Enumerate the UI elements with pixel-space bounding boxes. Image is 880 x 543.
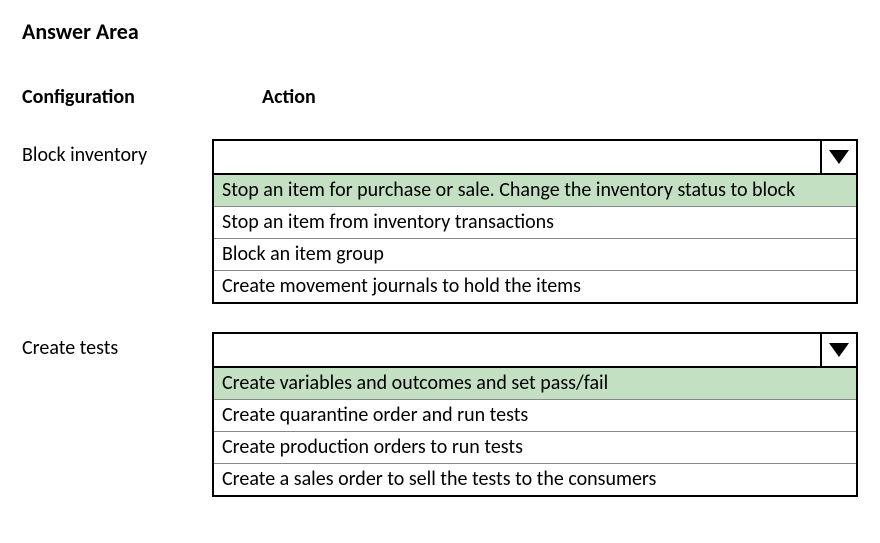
options-list-create-tests: Create variables and outcomes and set pa… — [212, 368, 858, 497]
dropdown-arrow-button[interactable] — [820, 141, 856, 173]
header-action: Action — [237, 85, 858, 109]
chevron-down-icon — [828, 342, 850, 358]
option-item[interactable]: Create production orders to run tests — [214, 431, 856, 463]
option-item[interactable]: Block an item group — [214, 238, 856, 270]
config-label-block-inventory: Block inventory — [22, 139, 212, 167]
select-value — [214, 334, 820, 366]
column-headers: Configuration Action — [22, 85, 858, 109]
option-item[interactable]: Stop an item from inventory transactions — [214, 206, 856, 238]
option-item[interactable]: Stop an item for purchase or sale. Chang… — [214, 175, 856, 206]
option-item[interactable]: Create movement journals to hold the ite… — [214, 270, 856, 302]
chevron-down-icon — [828, 149, 850, 165]
options-list-block-inventory: Stop an item for purchase or sale. Chang… — [212, 175, 858, 304]
row-block-inventory: Block inventory Stop an item for purchas… — [22, 139, 858, 304]
action-select-block-inventory[interactable] — [212, 139, 858, 175]
header-configuration: Configuration — [22, 85, 237, 109]
action-select-create-tests[interactable] — [212, 332, 858, 368]
select-value — [214, 141, 820, 173]
option-item[interactable]: Create quarantine order and run tests — [214, 399, 856, 431]
dropdown-arrow-button[interactable] — [820, 334, 856, 366]
config-label-create-tests: Create tests — [22, 332, 212, 360]
option-item[interactable]: Create a sales order to sell the tests t… — [214, 463, 856, 495]
answer-area-title: Answer Area — [22, 18, 858, 45]
option-item[interactable]: Create variables and outcomes and set pa… — [214, 368, 856, 399]
row-create-tests: Create tests Create variables and outcom… — [22, 332, 858, 497]
